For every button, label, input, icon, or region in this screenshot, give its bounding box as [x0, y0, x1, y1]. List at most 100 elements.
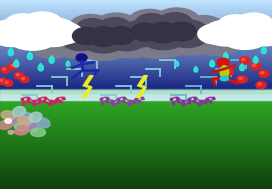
Ellipse shape	[4, 14, 42, 35]
Ellipse shape	[45, 22, 83, 44]
Bar	[0, 8, 272, 11]
Polygon shape	[9, 48, 13, 51]
Ellipse shape	[106, 20, 164, 55]
Circle shape	[0, 79, 3, 81]
Bar	[0, 134, 272, 136]
Bar	[0, 153, 272, 156]
Ellipse shape	[181, 16, 226, 43]
Bar	[0, 183, 272, 185]
Ellipse shape	[27, 54, 33, 60]
Ellipse shape	[28, 18, 78, 46]
Bar	[0, 167, 272, 169]
Bar	[0, 91, 272, 94]
Ellipse shape	[218, 19, 271, 49]
Ellipse shape	[218, 15, 254, 35]
Bar	[0, 91, 272, 92]
Bar	[0, 29, 272, 33]
Bar	[0, 56, 272, 60]
Bar	[0, 9, 272, 13]
Bar	[0, 138, 272, 140]
Bar	[0, 26, 272, 30]
Bar	[0, 169, 272, 171]
Ellipse shape	[0, 24, 20, 44]
Circle shape	[5, 81, 8, 83]
Bar	[0, 94, 272, 97]
Ellipse shape	[257, 23, 272, 43]
Bar	[0, 52, 272, 55]
Bar	[0, 90, 272, 91]
Ellipse shape	[13, 107, 26, 116]
Bar	[0, 80, 272, 84]
Ellipse shape	[38, 65, 44, 71]
Bar	[217, 32, 272, 43]
Polygon shape	[39, 63, 43, 66]
Ellipse shape	[223, 54, 228, 59]
Bar	[0, 112, 272, 114]
Circle shape	[16, 74, 19, 76]
Ellipse shape	[198, 24, 232, 44]
Bar	[0, 77, 272, 80]
Ellipse shape	[194, 68, 198, 72]
Bar	[0, 96, 272, 97]
Bar	[0, 102, 272, 105]
Polygon shape	[28, 52, 32, 55]
Circle shape	[240, 57, 250, 64]
Bar	[0, 92, 272, 93]
Circle shape	[14, 72, 24, 79]
Bar	[0, 96, 272, 99]
Circle shape	[9, 63, 18, 69]
Bar	[0, 75, 272, 79]
Ellipse shape	[234, 13, 272, 35]
Bar	[0, 147, 272, 150]
Bar	[0, 173, 272, 175]
Bar	[0, 12, 272, 16]
Bar	[0, 88, 272, 91]
Bar	[0, 36, 272, 39]
Circle shape	[11, 64, 14, 66]
Ellipse shape	[14, 61, 19, 67]
Bar	[0, 67, 272, 71]
Bar	[0, 34, 272, 38]
Bar	[0, 55, 272, 58]
Ellipse shape	[0, 120, 13, 129]
Ellipse shape	[37, 118, 50, 128]
Circle shape	[225, 70, 229, 72]
Bar	[0, 139, 272, 142]
Bar	[0, 39, 272, 43]
Ellipse shape	[253, 58, 258, 63]
Bar	[0, 3, 272, 6]
Bar	[0, 110, 272, 112]
Ellipse shape	[165, 20, 210, 47]
Bar	[0, 97, 272, 98]
Ellipse shape	[14, 122, 29, 131]
Bar	[0, 33, 272, 36]
Ellipse shape	[158, 13, 193, 34]
Bar	[0, 93, 272, 94]
Circle shape	[8, 130, 14, 134]
Ellipse shape	[191, 24, 243, 55]
Circle shape	[76, 54, 87, 61]
Bar	[0, 143, 272, 146]
Bar	[0, 58, 272, 61]
Circle shape	[253, 64, 256, 66]
Bar	[46, 40, 160, 53]
Bar	[3, 32, 63, 43]
Ellipse shape	[131, 23, 160, 41]
Bar	[0, 22, 272, 25]
Bar	[0, 99, 272, 100]
Polygon shape	[224, 52, 228, 55]
Polygon shape	[14, 60, 18, 62]
Ellipse shape	[101, 23, 159, 58]
Bar	[0, 28, 272, 32]
Bar	[0, 157, 272, 160]
Circle shape	[5, 119, 11, 123]
Bar	[0, 108, 272, 110]
Bar	[0, 72, 272, 76]
Ellipse shape	[29, 31, 75, 58]
Ellipse shape	[261, 48, 266, 54]
Bar	[0, 185, 272, 187]
Ellipse shape	[105, 24, 148, 51]
Ellipse shape	[203, 20, 248, 46]
Ellipse shape	[175, 62, 179, 66]
Ellipse shape	[220, 66, 229, 78]
